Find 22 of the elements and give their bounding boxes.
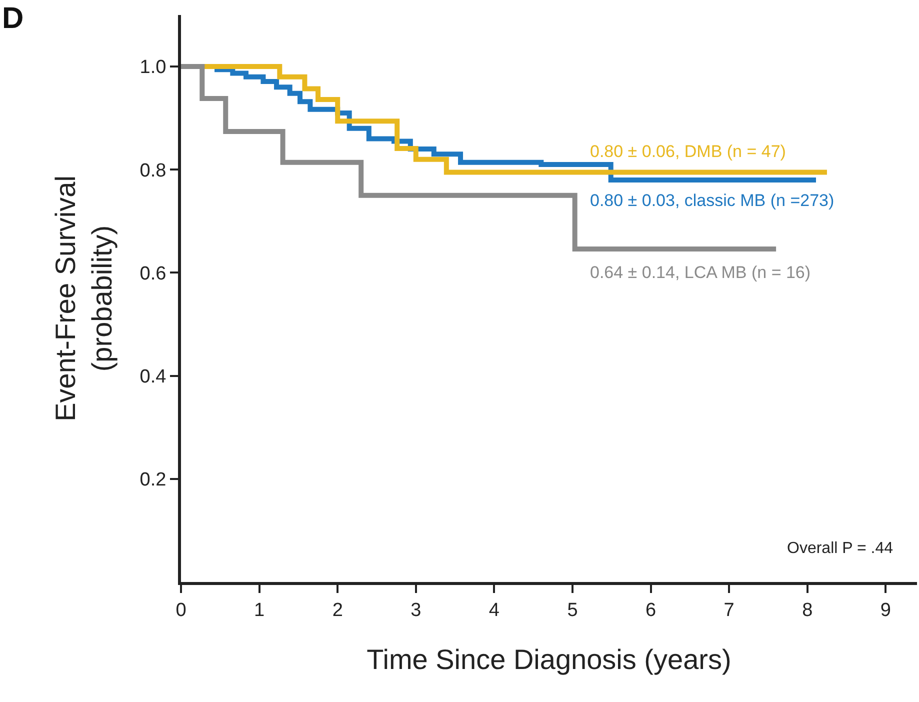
x-tick-label: 1 — [254, 600, 265, 621]
x-tick-label: 2 — [332, 600, 343, 621]
y-tick-label: 0.6 — [140, 263, 166, 284]
x-axis-title: Time Since Diagnosis (years) — [366, 644, 732, 675]
x-tick-label: 9 — [880, 600, 891, 621]
y-tick-label: 1.0 — [140, 57, 166, 78]
series-label: 0.80 ± 0.06, DMB (n = 47) — [590, 142, 786, 161]
x-tick-label: 4 — [488, 600, 500, 621]
series-label: 0.64 ± 0.14, LCA MB (n = 16) — [590, 263, 811, 282]
x-tick-label: 0 — [176, 600, 186, 621]
x-tick-label: 3 — [410, 600, 422, 621]
y-tick-label: 0.4 — [140, 366, 167, 388]
x-tick-label: 6 — [646, 600, 656, 621]
x-tick-label: 8 — [802, 600, 813, 621]
series-label: 0.80 ± 0.03, classic MB (n =273) — [590, 191, 834, 210]
annotation: Overall P = .44 — [787, 540, 894, 557]
x-tick-label: 5 — [567, 600, 578, 621]
y-axis-title: Event-Free Survival (probability) — [50, 176, 118, 422]
chart-title: D — [2, 2, 24, 35]
x-tick-label: 7 — [724, 600, 734, 621]
y-tick-label: 0.8 — [140, 160, 166, 182]
y-tick-label: 0.2 — [140, 470, 166, 491]
